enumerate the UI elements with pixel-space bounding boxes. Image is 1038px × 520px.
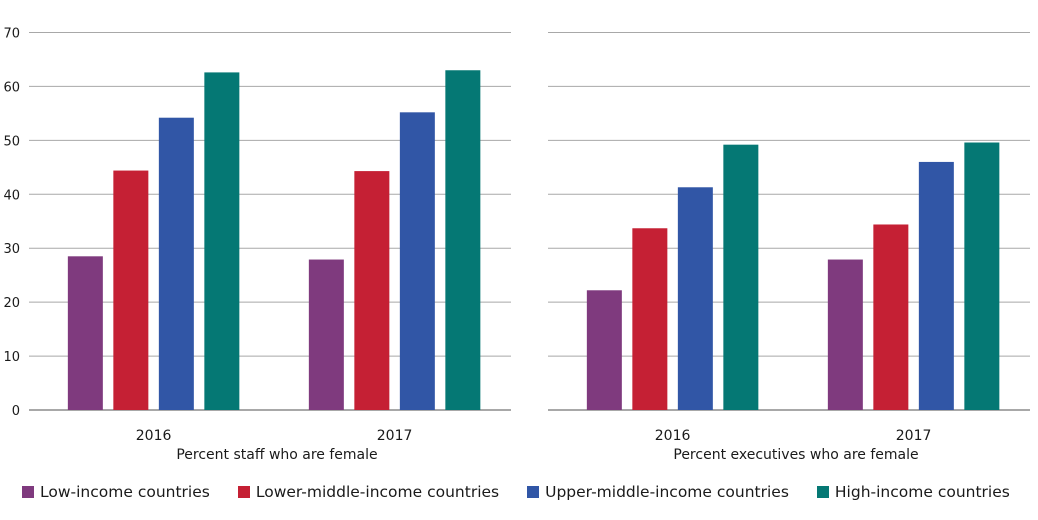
bar-2017-1 <box>873 224 909 410</box>
x-tick-label: 2017 <box>896 428 932 444</box>
legend-item-low-income: Low-income countries <box>22 483 210 501</box>
y-tick-label: 10 <box>3 350 20 365</box>
y-tick-label: 50 <box>3 134 20 149</box>
bar-2017-3 <box>445 70 481 410</box>
bar-2017-2 <box>399 112 435 411</box>
y-tick-label: 20 <box>3 296 20 311</box>
x-tick-label: 2016 <box>655 428 691 444</box>
y-tick-label: 30 <box>3 242 20 257</box>
legend-swatch <box>22 486 34 498</box>
bar-2016-2 <box>677 187 713 410</box>
x-axis-title: Percent executives who are female <box>673 447 918 463</box>
x-axis-title: Percent staff who are female <box>176 447 377 463</box>
legend-swatch <box>816 486 829 498</box>
x-tick-label: 2016 <box>136 428 172 444</box>
bar-2017-2 <box>918 161 954 410</box>
bar-2016-0 <box>586 290 622 410</box>
bar-2017-0 <box>308 259 344 410</box>
bar-2017-1 <box>354 171 390 410</box>
legend-swatch <box>527 486 540 498</box>
legend-label: Low-income countries <box>40 483 210 501</box>
legend: Low-income countries Lower-middle-income… <box>22 483 1038 501</box>
y-tick-label: 60 <box>3 80 20 95</box>
legend-item-lower-middle-income: Lower-middle-income countries <box>237 483 500 501</box>
legend-label: Upper-middle-income countries <box>545 483 789 501</box>
bar-2016-3 <box>204 72 240 411</box>
x-tick-label: 2017 <box>377 428 413 444</box>
y-tick-label: 0 <box>12 404 20 419</box>
bar-2017-3 <box>964 142 1000 410</box>
bar-2016-2 <box>158 117 194 410</box>
bar-2016-1 <box>632 228 668 410</box>
y-tick-label: 70 <box>3 27 20 42</box>
legend-swatch <box>237 486 250 498</box>
legend-item-high-income: High-income countries <box>816 483 1010 501</box>
bar-2017-0 <box>827 259 863 410</box>
legend-label: High-income countries <box>834 483 1010 501</box>
bar-2016-3 <box>723 144 759 410</box>
y-tick-label: 40 <box>3 188 20 203</box>
legend-item-upper-middle-income: Upper-middle-income countries <box>527 483 789 501</box>
legend-label: Lower-middle-income countries <box>255 483 500 501</box>
bar-2016-1 <box>113 170 149 410</box>
bar-2016-0 <box>67 256 103 410</box>
